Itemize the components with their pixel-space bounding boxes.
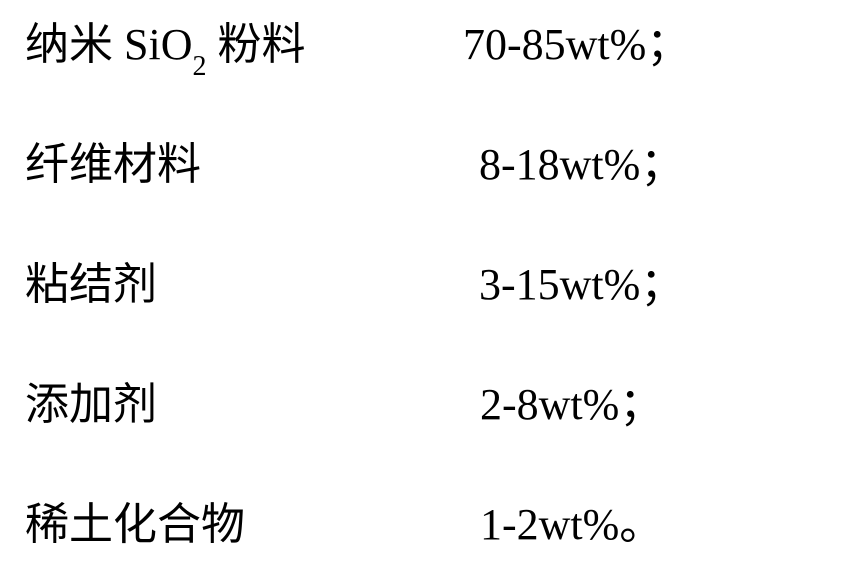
ingredient-label: 粘结剂 [25, 248, 157, 312]
label-text-part2: 粉料 [206, 20, 305, 69]
label-text-part1: 纳米 SiO [25, 20, 192, 69]
ingredient-value: 8-18wt%； [479, 128, 684, 192]
table-row: 稀土化合物 1-2wt%。 [25, 488, 820, 552]
ingredient-value: 1-2wt%。 [480, 488, 663, 552]
table-row: 纤维材料 8-18wt%； [25, 128, 820, 192]
label-subscript: 2 [192, 51, 206, 82]
ingredient-label: 纳米 SiO2 粉料 [25, 8, 305, 77]
ingredient-value: 3-15wt%； [479, 248, 684, 312]
composition-table: 纳米 SiO2 粉料 70-85wt%； 纤维材料 8-18wt%； 粘结剂 3… [0, 0, 845, 574]
ingredient-label: 稀土化合物 [25, 488, 245, 552]
table-row: 添加剂 2-8wt%； [25, 368, 820, 432]
table-row: 纳米 SiO2 粉料 70-85wt%； [25, 8, 820, 77]
ingredient-value: 70-85wt%； [463, 8, 690, 72]
ingredient-label: 纤维材料 [25, 128, 201, 192]
ingredient-value: 2-8wt%； [480, 368, 663, 432]
ingredient-label: 添加剂 [25, 368, 157, 432]
table-row: 粘结剂 3-15wt%； [25, 248, 820, 312]
